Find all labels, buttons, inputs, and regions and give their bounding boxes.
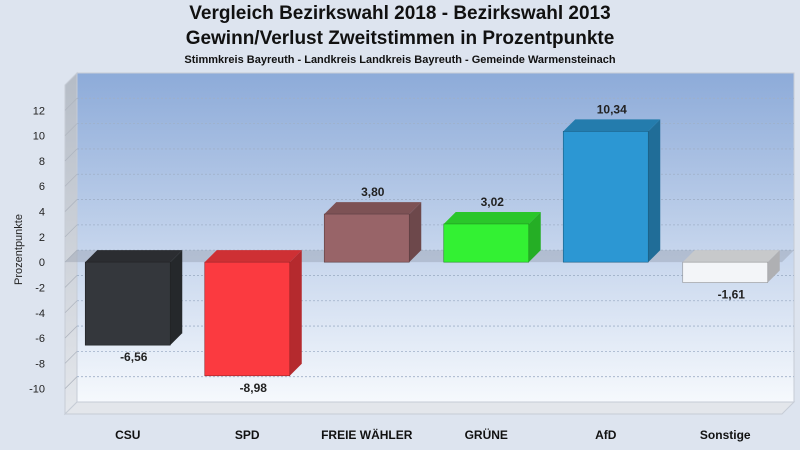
bar-top — [682, 250, 780, 263]
plot-area: 12 10 8 6 4 2 0 -2 -4 -6 -8 -10 — [29, 71, 796, 416]
value-label: 10,34 — [597, 102, 627, 116]
bar-sonstige — [682, 250, 780, 283]
bar-front — [323, 213, 410, 263]
value-label: 3,80 — [361, 185, 385, 199]
bar-side — [767, 250, 780, 283]
y-tick-label: -2 — [35, 282, 45, 294]
bar-csu — [84, 250, 183, 346]
bar-grüne — [443, 211, 541, 263]
x-tick-label: SPD — [235, 428, 260, 442]
bar-side — [409, 202, 422, 263]
gridline-wall — [64, 148, 78, 162]
chart-subtitle: Stimmkreis Bayreuth - Landkreis Landkrei… — [184, 54, 616, 66]
gridline-wall — [64, 275, 78, 288]
gridline-wall — [64, 300, 78, 314]
gridline-wall — [64, 376, 78, 389]
bar-front — [84, 261, 171, 346]
bar-side — [528, 211, 541, 263]
y-tick-label: -10 — [29, 384, 45, 396]
gridline-wall — [64, 325, 78, 339]
bars-group — [84, 119, 780, 377]
plot-floor — [63, 401, 796, 415]
y-tick-label: 0 — [39, 257, 45, 269]
bar-top — [563, 119, 661, 132]
value-label: 3,02 — [481, 195, 505, 209]
bar-spd — [204, 250, 302, 377]
y-tick-label: 4 — [39, 207, 45, 219]
x-tick-label: Sonstige — [700, 428, 751, 442]
x-tick-label: CSU — [115, 428, 140, 442]
gridline-wall — [64, 351, 78, 364]
bar-side — [289, 250, 302, 376]
gridline-wall — [64, 173, 78, 187]
x-tick-label: FREIE WÄHLER — [321, 427, 413, 442]
y-tick-label: 12 — [33, 105, 45, 117]
x-tick-label: AfD — [595, 428, 617, 442]
bar-front — [204, 261, 291, 377]
bar-side — [648, 119, 661, 263]
bar-freie-wähler — [323, 202, 422, 263]
y-tick-label: 6 — [39, 181, 45, 193]
y-tick-label: -8 — [35, 358, 45, 370]
labels-group: Prozentpunkte -6,56 CSU -8,98 SPD 3,80 FREIE W… — [13, 102, 751, 442]
bar-afd — [562, 119, 661, 263]
bar-front — [443, 223, 530, 263]
value-label: -6,56 — [120, 350, 148, 364]
y-axis-label: Prozentpunkte — [13, 214, 25, 285]
gridline-wall — [64, 249, 78, 263]
bar-top — [324, 202, 422, 215]
plot-left-wall — [64, 71, 78, 416]
bar-side — [170, 250, 183, 346]
gridline-wall — [64, 98, 78, 111]
y-tick-label: 2 — [39, 232, 45, 244]
gridline-wall — [64, 199, 78, 212]
y-tick-label: 8 — [39, 156, 45, 168]
bar-front — [682, 261, 769, 283]
gridline-wall — [64, 123, 78, 136]
y-tick-label: -6 — [35, 333, 45, 345]
plot-background — [76, 72, 795, 403]
bar-front — [562, 131, 649, 263]
value-label: -1,61 — [718, 288, 746, 302]
bar-top — [443, 211, 541, 224]
bar-top — [85, 250, 183, 263]
gridline-wall — [64, 224, 78, 238]
x-tick-label: GRÜNE — [465, 427, 508, 442]
bar-top — [204, 250, 302, 263]
chart-title-line2: Gewinn/Verlust Zweitstimmen in Prozentpu… — [185, 28, 615, 49]
chart-title: Vergleich Bezirkswahl 2018 - Bezirkswahl… — [189, 3, 611, 24]
y-tick-label: -4 — [35, 308, 45, 320]
y-tick-label: 10 — [33, 131, 45, 143]
value-label: -8,98 — [240, 381, 268, 395]
